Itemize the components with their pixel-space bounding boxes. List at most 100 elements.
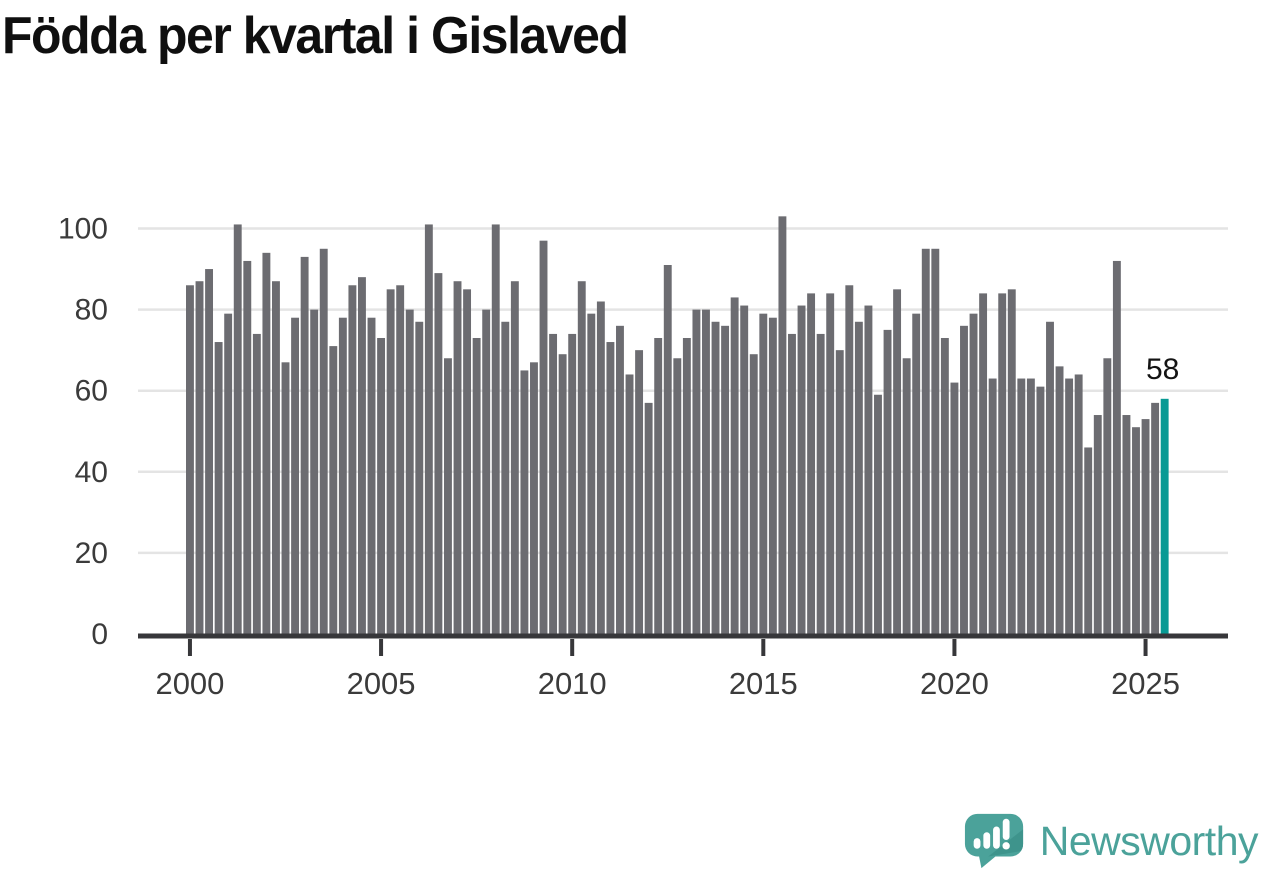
- bar: [1026, 378, 1035, 634]
- bar: [1132, 427, 1140, 634]
- bar: [1084, 447, 1093, 634]
- y-axis-tick-label: 60: [75, 375, 108, 408]
- bar: [358, 277, 366, 634]
- logo-bubble-tail: [978, 853, 999, 869]
- x-axis-tick-label: 2020: [920, 666, 989, 701]
- bar: [807, 293, 816, 634]
- bar: [960, 325, 968, 634]
- bar: [262, 252, 271, 634]
- bar: [826, 293, 835, 634]
- bar: [730, 297, 739, 634]
- bar: [940, 337, 949, 634]
- bar: [654, 337, 663, 634]
- bar: [558, 354, 567, 634]
- logo-bar-chart-glyph: [973, 818, 1010, 850]
- newsworthy-logo-icon: [964, 813, 1023, 869]
- bar: [864, 305, 873, 634]
- bar: [434, 273, 443, 634]
- bar: [1017, 378, 1026, 634]
- x-axis-tick-label: 2005: [347, 666, 416, 701]
- bar: [702, 309, 710, 634]
- bar: [243, 260, 252, 634]
- branding: Newsworthy: [963, 811, 1259, 871]
- bar: [1103, 358, 1112, 634]
- bar: [1122, 415, 1131, 634]
- bar: [893, 289, 902, 634]
- bar: [682, 337, 691, 634]
- bar: [635, 350, 644, 634]
- x-axis-tick-label: 2025: [1111, 666, 1180, 701]
- bar: [711, 321, 720, 634]
- bar: [921, 248, 930, 634]
- bar: [692, 309, 701, 634]
- bar: [367, 317, 376, 634]
- bar: [224, 313, 233, 634]
- bar: [1151, 402, 1160, 634]
- bar: [530, 362, 538, 634]
- bar: [233, 224, 242, 634]
- bar: [902, 358, 911, 634]
- bar: [721, 325, 730, 634]
- bar: [491, 224, 500, 634]
- bar: [969, 313, 978, 634]
- bar: [663, 265, 672, 634]
- bar: [348, 285, 357, 634]
- bar: [759, 313, 768, 634]
- bar: [405, 309, 414, 634]
- bar: [396, 285, 405, 634]
- bar: [338, 317, 347, 634]
- bar: [510, 281, 519, 634]
- branding-name: Newsworthy: [1039, 817, 1259, 864]
- bar: [979, 293, 988, 634]
- chart-title: Födda per kvartal i Gislaved: [2, 7, 629, 65]
- bar: [874, 394, 882, 634]
- bar: [1141, 419, 1150, 634]
- x-axis-tick-label: 2010: [538, 666, 607, 701]
- bar: [539, 240, 548, 635]
- bar: [1074, 374, 1083, 634]
- bar-chart: 0 20 40 60 80 100 2000 2005 2010 2015 2020 2025 58: [58, 213, 1228, 701]
- bar: [444, 358, 452, 634]
- bar: [377, 337, 386, 634]
- bar: [1036, 386, 1045, 634]
- bar: [788, 333, 796, 634]
- bar: [463, 289, 472, 634]
- bar: [988, 378, 997, 634]
- bar: [214, 342, 223, 634]
- bar: [778, 216, 787, 634]
- bar: [587, 313, 596, 634]
- highlighted-bar: [1160, 398, 1169, 634]
- bar: [520, 370, 529, 634]
- x-axis-tick-label: 2000: [155, 666, 224, 701]
- bar: [816, 333, 825, 634]
- bar: [272, 281, 280, 634]
- y-axis-tick-label: 0: [91, 618, 108, 651]
- bar: [424, 224, 433, 634]
- bar: [845, 285, 854, 634]
- bar: [453, 281, 462, 634]
- bar: [740, 305, 749, 634]
- bar: [912, 313, 921, 634]
- bar: [644, 402, 653, 634]
- bar: [998, 293, 1007, 634]
- bar: [883, 329, 892, 635]
- bar: [291, 317, 300, 634]
- bar: [797, 305, 806, 634]
- bar: [1065, 378, 1074, 634]
- bar: [386, 289, 395, 634]
- bar: [472, 337, 481, 634]
- bar: [281, 362, 290, 634]
- bar: [835, 350, 844, 634]
- bar: [596, 301, 605, 634]
- bar: [931, 248, 940, 634]
- bar: [854, 321, 863, 634]
- bar: [186, 285, 194, 634]
- y-axis-tick-label: 100: [58, 213, 108, 246]
- bar: [1055, 366, 1064, 634]
- bar: [673, 358, 682, 634]
- y-axis-tick-label: 20: [75, 537, 108, 570]
- bar: [1007, 289, 1016, 634]
- bar: [195, 281, 204, 634]
- last-value-annotation: 58: [1146, 353, 1179, 386]
